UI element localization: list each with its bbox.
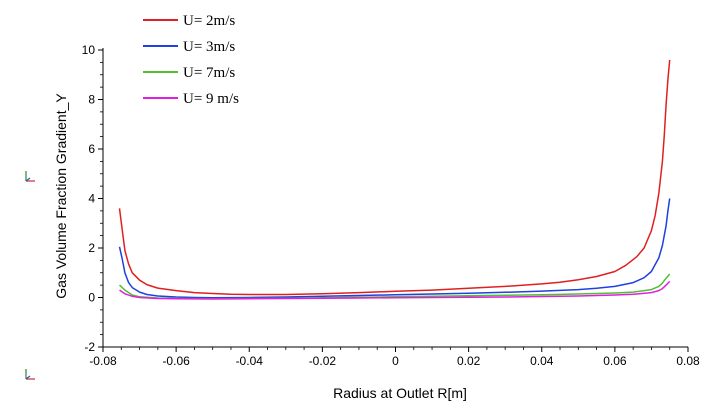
- y-tick-label: 2: [88, 241, 95, 255]
- axis-triad-icon: [25, 171, 35, 182]
- series-group: [118, 59, 671, 300]
- x-tick-label: 0.02: [457, 354, 481, 368]
- series-line-2: [118, 198, 671, 299]
- legend-label: U= 9 m/s: [183, 91, 239, 107]
- y-tick-label: 4: [88, 192, 95, 206]
- y-tick-label: 8: [88, 93, 95, 107]
- x-tick-label: -0.02: [309, 354, 337, 368]
- x-axis-title: Radius at Outlet R[m]: [333, 385, 467, 401]
- series-line-1: [118, 59, 671, 296]
- x-axis: -0.08 -0.06 -0.04 -0.02 0 0.02 0.04 0.06 0.08: [89, 347, 700, 368]
- series-line-4: [119, 280, 671, 300]
- legend-label: U= 7m/s: [183, 65, 235, 81]
- x-tick-label: 0.06: [603, 354, 627, 368]
- x-tick-label: -0.04: [236, 354, 264, 368]
- y-axis-title: Gas Volume Fraction Gradient_Y: [53, 93, 69, 299]
- axis-triad-icon: [25, 369, 35, 380]
- legend-label: U= 3m/s: [183, 39, 235, 55]
- legend-label: U= 2m/s: [183, 13, 235, 29]
- y-tick-label: -2: [84, 340, 95, 354]
- y-tick-label: 0: [88, 291, 95, 305]
- y-tick-label: 6: [88, 142, 95, 156]
- y-tick-label: 10: [82, 43, 96, 57]
- x-tick-label: 0.04: [530, 354, 554, 368]
- x-tick-label: -0.08: [89, 354, 117, 368]
- legend: U= 2m/s U= 3m/s U= 7m/s U= 9 m/s: [143, 13, 239, 107]
- y-axis: -2 0 2 4 6 8 10: [82, 43, 103, 354]
- x-tick-label: 0.08: [676, 354, 700, 368]
- x-tick-label: -0.06: [162, 354, 190, 368]
- x-tick-label: 0: [392, 354, 399, 368]
